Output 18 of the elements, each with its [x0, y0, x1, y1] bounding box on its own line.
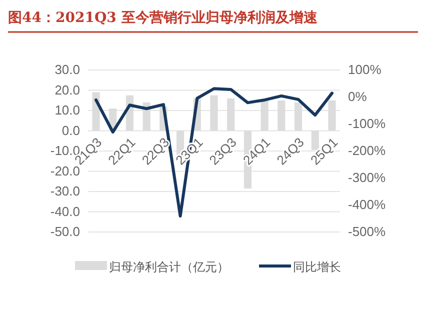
- y2-tick-label: -300%: [348, 170, 386, 186]
- chart-title: 图44：2021Q3 至今营销行业归母净利润及增速: [8, 9, 318, 26]
- y-tick-label: 0.0: [62, 122, 80, 138]
- y-tick-label: 10.0: [54, 102, 80, 118]
- y2-tick-label: 0%: [348, 89, 368, 104]
- y2-tick-label: -400%: [348, 197, 386, 212]
- y2-tick-label: 100%: [348, 62, 382, 78]
- y-tick-label: 30.0: [54, 62, 80, 78]
- y-tick-label: -50.0: [50, 224, 80, 240]
- y-tick-label: -20.0: [50, 163, 80, 178]
- y2-tick-label: -100%: [348, 116, 386, 132]
- y-tick-label: -40.0: [50, 204, 80, 219]
- legend-label: 归母净利合计（亿元）: [109, 260, 229, 274]
- y-tick-label: 20.0: [54, 82, 80, 98]
- y2-tick-label: -200%: [348, 143, 386, 158]
- y2-tick-label: -500%: [348, 224, 386, 240]
- y-tick-label: -30.0: [50, 184, 80, 199]
- legend-label: 同比增长: [293, 260, 341, 274]
